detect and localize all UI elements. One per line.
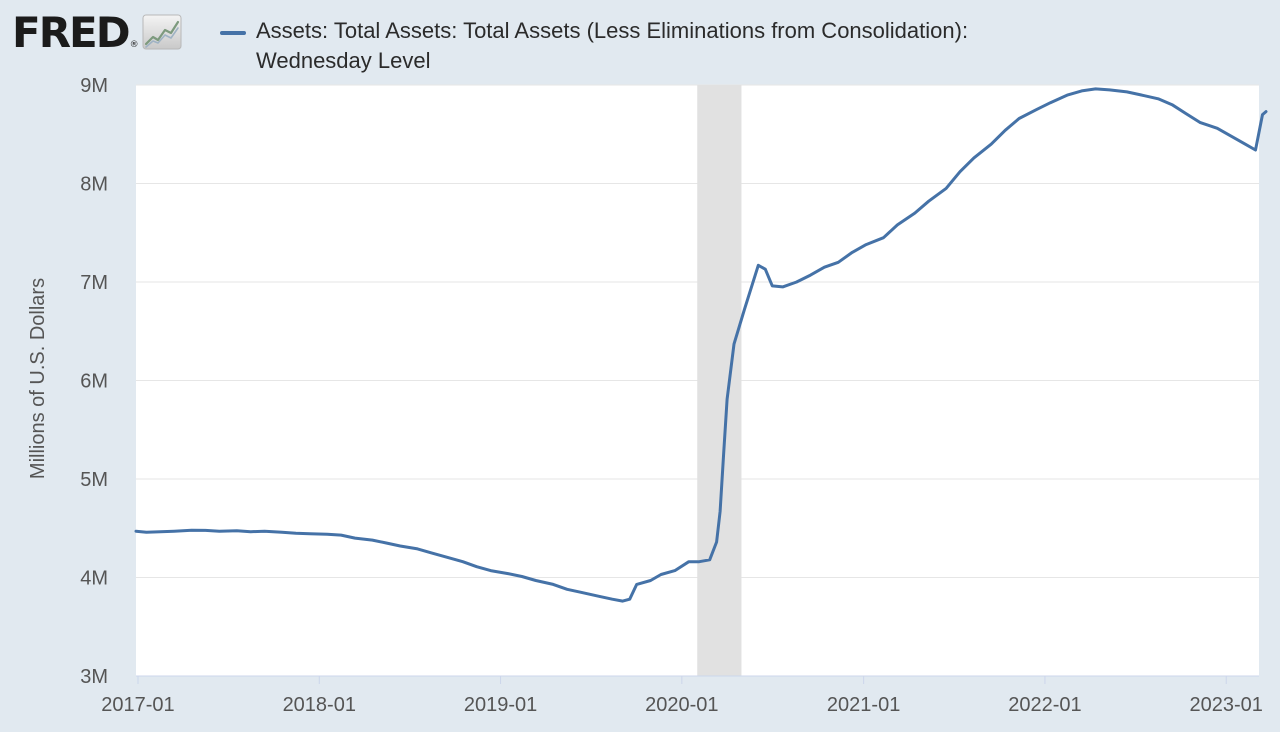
chart-header: FRED ® Assets: Total Assets: Total Asset…: [0, 0, 1280, 84]
y-tick-label: 6M: [80, 371, 108, 393]
x-tick-label: 2020-01: [645, 694, 718, 716]
x-tick-label: 2022-01: [1008, 694, 1081, 716]
x-tick-label: 2023-01: [1190, 694, 1263, 716]
legend-title-line-1: Assets: Total Assets: Total Assets (Less…: [256, 18, 969, 43]
recession-shade: [697, 85, 742, 676]
registered-mark: ®: [129, 40, 139, 50]
x-tick-label: 2017-01: [101, 694, 174, 716]
y-tick-label: 7M: [80, 272, 108, 294]
x-tick-label: 2021-01: [827, 694, 900, 716]
legend-swatch: [220, 31, 246, 35]
legend-series-title[interactable]: Assets: Total Assets: Total Assets (Less…: [256, 16, 1076, 76]
legend-title-line-2: Wednesday Level: [256, 48, 431, 73]
y-axis-title: Millions of U.S. Dollars: [27, 278, 49, 479]
trend-line-icon: [142, 14, 182, 50]
x-tick-label: 2019-01: [464, 694, 537, 716]
logo-text: FRED: [12, 8, 131, 57]
series-line: [134, 87, 1268, 603]
x-tick-label: 2018-01: [283, 694, 356, 716]
fred-logo[interactable]: FRED ®: [12, 10, 182, 56]
y-tick-label: 3M: [80, 666, 108, 688]
y-tick-label: 4M: [80, 568, 108, 590]
y-tick-label: 9M: [80, 75, 108, 97]
y-tick-label: 8M: [80, 174, 108, 196]
y-tick-label: 5M: [80, 469, 108, 491]
